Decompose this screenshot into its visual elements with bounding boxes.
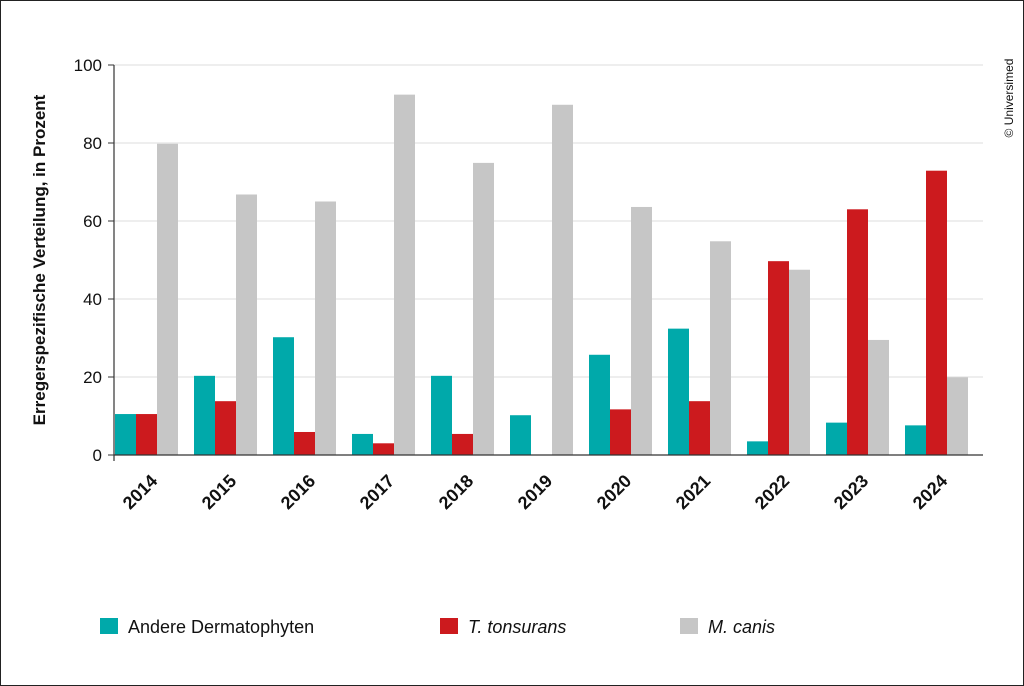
x-tick-label: 2021 — [672, 471, 714, 513]
legend-swatch — [100, 618, 118, 634]
y-tick-label: 80 — [83, 134, 102, 153]
legend-label: T. tonsurans — [468, 617, 566, 637]
legend-swatch — [680, 618, 698, 634]
grid-lines — [114, 64, 983, 378]
bar-andere-dermatophyten-2018 — [431, 375, 452, 455]
axes — [113, 65, 983, 461]
x-tick-label: 2018 — [435, 471, 477, 513]
bar-m-canis-2020 — [631, 206, 652, 455]
bar-t-tonsurans-2023 — [847, 209, 868, 455]
y-tick-label: 20 — [83, 368, 102, 387]
bars — [115, 94, 968, 456]
bar-t-tonsurans-2020 — [610, 409, 631, 455]
y-tick-labels: 0 20 40 60 80 100 — [74, 56, 114, 465]
bar-t-tonsurans-2014 — [136, 414, 157, 455]
bar-andere-dermatophyten-2014 — [115, 414, 136, 455]
bar-t-tonsurans-2016 — [294, 431, 315, 455]
bar-m-canis-2021 — [710, 241, 731, 455]
bar-andere-dermatophyten-2017 — [352, 433, 373, 455]
bar-m-canis-2018 — [473, 162, 494, 455]
bar-m-canis-2015 — [236, 194, 257, 456]
bar-m-canis-2016 — [315, 201, 336, 455]
x-tick-label: 2016 — [277, 471, 319, 513]
bar-andere-dermatophyten-2015 — [194, 375, 215, 455]
y-tick-label: 0 — [93, 446, 102, 465]
bar-m-canis-2024 — [947, 377, 968, 455]
x-tick-labels: 2014 2015 2016 2017 2018 2019 2020 2021 2022 2023… — [119, 471, 951, 513]
bar-andere-dermatophyten-2016 — [273, 337, 294, 455]
legend-label: Andere Dermatophyten — [128, 617, 314, 637]
bar-t-tonsurans-2018 — [452, 433, 473, 455]
x-tick-label: 2014 — [119, 471, 161, 513]
y-axis-label: Erregerspezifische Verteilung, in Prozen… — [30, 94, 49, 425]
legend: Andere Dermatophyten T. tonsurans M. canis — [100, 617, 775, 637]
x-tick-label: 2017 — [356, 471, 398, 513]
bar-andere-dermatophyten-2020 — [589, 354, 610, 455]
bar-m-canis-2014 — [157, 143, 178, 455]
copyright-notice: © Universimed — [1002, 59, 1016, 138]
y-tick-label: 40 — [83, 290, 102, 309]
bar-m-canis-2023 — [868, 339, 889, 455]
bar-andere-dermatophyten-2019 — [510, 415, 531, 455]
bar-t-tonsurans-2017 — [373, 443, 394, 455]
bar-andere-dermatophyten-2023 — [826, 422, 847, 455]
x-tick-label: 2020 — [593, 471, 635, 513]
x-tick-label: 2023 — [830, 471, 872, 513]
legend-label: M. canis — [708, 617, 775, 637]
x-tick-label: 2022 — [751, 471, 793, 513]
y-tick-label: 100 — [74, 56, 102, 75]
x-tick-label: 2019 — [514, 471, 556, 513]
bar-t-tonsurans-2024 — [926, 170, 947, 455]
x-tick-label: 2024 — [909, 471, 951, 513]
legend-swatch — [440, 618, 458, 634]
bar-t-tonsurans-2015 — [215, 401, 236, 455]
bar-m-canis-2019 — [552, 104, 573, 455]
bar-t-tonsurans-2022 — [768, 261, 789, 455]
bar-andere-dermatophyten-2021 — [668, 328, 689, 455]
bar-m-canis-2022 — [789, 269, 810, 455]
bar-andere-dermatophyten-2022 — [747, 441, 768, 455]
x-tick-label: 2015 — [198, 471, 240, 513]
bar-m-canis-2017 — [394, 94, 415, 455]
y-tick-label: 60 — [83, 212, 102, 231]
bar-t-tonsurans-2021 — [689, 401, 710, 455]
bar-andere-dermatophyten-2024 — [905, 425, 926, 455]
